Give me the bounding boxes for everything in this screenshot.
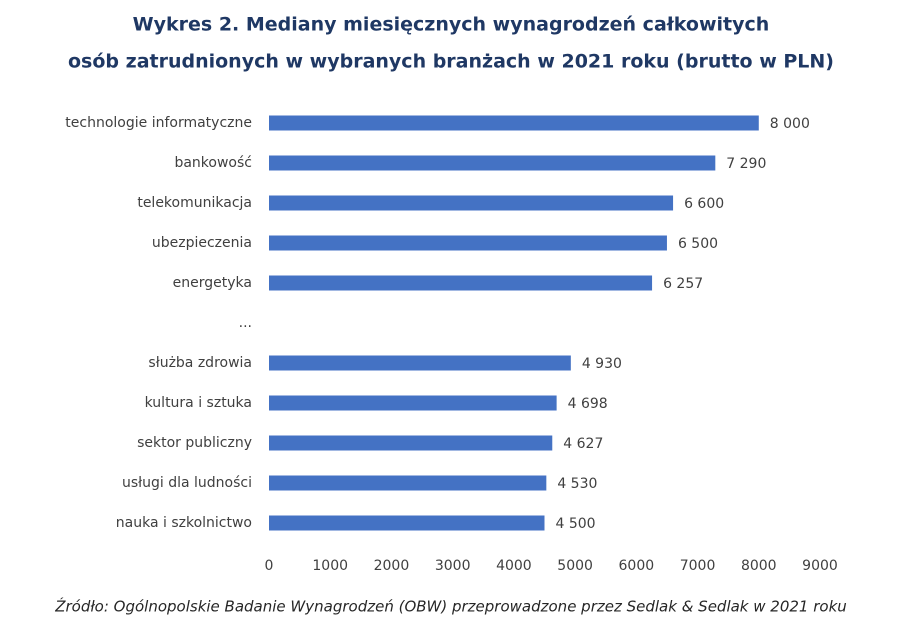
x-tick-label: 2000 xyxy=(374,558,410,574)
y-tick-label: energetyka xyxy=(173,275,252,291)
y-tick-label: służba zdrowia xyxy=(148,355,252,371)
data-label: 6 500 xyxy=(678,236,718,252)
y-tick-label: sektor publiczny xyxy=(137,435,252,451)
bar xyxy=(269,115,759,131)
chart-title: osób zatrudnionych w wybranych branżach … xyxy=(68,51,834,73)
x-tick-label: 0 xyxy=(265,558,274,574)
data-label: 4 627 xyxy=(563,436,603,452)
x-tick-label: 4000 xyxy=(496,558,532,574)
data-label: 4 930 xyxy=(582,356,622,372)
y-tick-label: bankowość xyxy=(174,155,252,171)
x-tick-label: 1000 xyxy=(312,558,348,574)
bar xyxy=(269,515,545,531)
bar xyxy=(269,275,653,291)
y-tick-label: ubezpieczenia xyxy=(152,235,252,251)
data-label: 6 257 xyxy=(663,276,703,292)
y-tick-label: nauka i szkolnictwo xyxy=(116,515,252,531)
bar xyxy=(269,395,557,411)
bar xyxy=(269,235,667,251)
y-tick-label: technologie informatyczne xyxy=(65,115,252,131)
bar xyxy=(269,355,571,371)
x-tick-label: 6000 xyxy=(619,558,655,574)
chart-title: Wykres 2. Mediany miesięcznych wynagrodz… xyxy=(133,14,770,36)
bar xyxy=(269,435,553,451)
y-tick-label: telekomunikacja xyxy=(137,195,252,211)
x-tick-label: 3000 xyxy=(435,558,471,574)
y-tick-label: ... xyxy=(239,315,252,331)
data-label: 7 290 xyxy=(726,156,766,172)
bar xyxy=(269,195,674,211)
x-tick-label: 9000 xyxy=(802,558,838,574)
y-tick-label: kultura i sztuka xyxy=(145,395,252,411)
data-label: 4 500 xyxy=(556,516,596,532)
data-label: 6 600 xyxy=(684,196,724,212)
x-tick-label: 7000 xyxy=(680,558,716,574)
x-tick-label: 8000 xyxy=(741,558,777,574)
data-label: 4 530 xyxy=(557,476,597,492)
data-label: 4 698 xyxy=(568,396,608,412)
source-note: Źródło: Ogólnopolskie Badanie Wynagrodze… xyxy=(54,597,847,616)
bar xyxy=(269,475,547,491)
bar xyxy=(269,155,716,171)
y-tick-label: usługi dla ludności xyxy=(122,475,252,491)
x-tick-label: 5000 xyxy=(557,558,593,574)
data-label: 8 000 xyxy=(770,116,810,132)
